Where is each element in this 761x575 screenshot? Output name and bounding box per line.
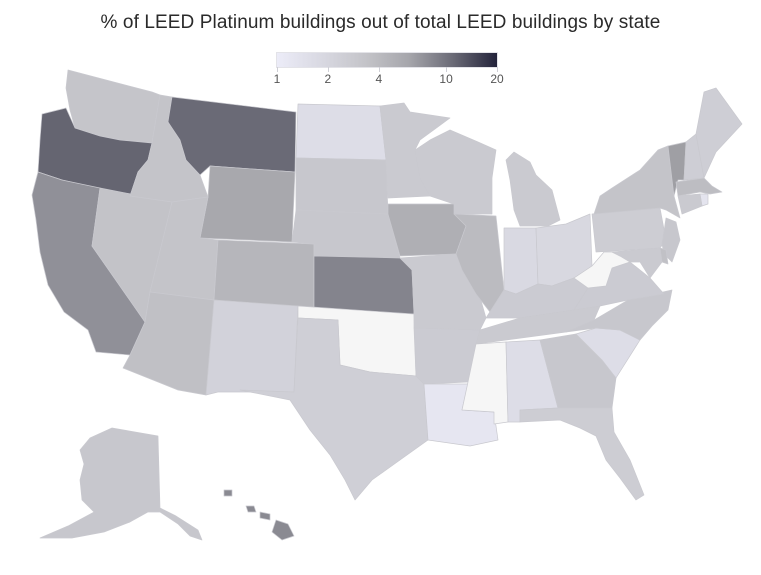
state-florida[interactable]: Florida: 2.6% xyxy=(519,407,645,501)
state-connecticut[interactable]: Connecticut: 2.8% xyxy=(677,193,703,215)
state-michigan[interactable]: Michigan: 2.8% xyxy=(505,151,561,227)
state-maryland[interactable]: Maryland: 2.8% xyxy=(611,247,663,279)
state-massachusetts[interactable]: Massachusetts: 3.8% xyxy=(675,177,723,197)
colorbar-tick-label: 20 xyxy=(490,72,504,86)
state-wisconsin[interactable]: Wisconsin: 2.8% xyxy=(414,129,497,215)
colorbar-tick xyxy=(497,67,498,72)
colorbar-tick xyxy=(378,67,380,72)
state-new-york[interactable]: New York: 3.3% xyxy=(593,145,681,219)
state-colorado[interactable]: Colorado: 4.4% xyxy=(213,239,315,309)
state-hawaii-maui[interactable]: Hawaii (Maui): 8% xyxy=(259,511,271,521)
state-hawaii[interactable]: Hawaii: 8% xyxy=(271,519,295,541)
colorbar-tick-label: 1 xyxy=(273,72,281,86)
state-north-dakota[interactable]: North Dakota: 1.6% xyxy=(295,103,387,161)
state-indiana[interactable]: Indiana: 1.8% xyxy=(503,227,539,295)
state-vermont[interactable]: Vermont: 6.5% xyxy=(667,141,687,197)
colorbar-tick-label: 10 xyxy=(439,72,453,86)
state-alaska[interactable]: Alaska: 3% xyxy=(39,427,203,541)
colorbar-tick-label: 2 xyxy=(324,72,332,86)
state-hawaii-kauai[interactable]: Hawaii (Kauai): 8% xyxy=(223,489,233,497)
state-west-virginia[interactable]: West Virginia: 0.5% xyxy=(573,251,631,289)
state-pennsylvania[interactable]: Pennsylvania: 2.6% xyxy=(591,207,667,253)
colorbar-tick xyxy=(446,67,448,72)
state-hawaii-oahu-maui[interactable]: Hawaii (Oahu/Maui): 8% xyxy=(245,505,257,513)
colorbar-tick xyxy=(277,67,278,72)
state-north-carolina[interactable]: North Carolina: 3% xyxy=(565,289,673,341)
state-south-dakota[interactable]: South Dakota: 3% xyxy=(295,157,389,215)
chart-title: % of LEED Platinum buildings out of tota… xyxy=(100,12,661,33)
colorbar-gradient xyxy=(276,52,498,68)
state-tennessee[interactable]: Tennessee: 2.8% xyxy=(475,305,601,345)
state-maine[interactable]: Maine: 2.5% xyxy=(695,87,743,179)
colorbar-tick-label: 4 xyxy=(375,72,383,86)
state-texas[interactable]: Texas: 2.4% xyxy=(239,317,429,501)
state-wyoming[interactable]: Wyoming: 5.8% xyxy=(199,165,296,243)
state-montana[interactable]: Montana: 11% xyxy=(167,96,297,176)
colorbar-legend: 1 2 4 10 20 xyxy=(273,52,504,92)
state-illinois[interactable]: Illinois: 4% xyxy=(453,213,505,313)
state-kansas[interactable]: Kansas: 8.5% xyxy=(313,255,415,315)
state-new-mexico[interactable]: New Mexico: 2.2% xyxy=(205,299,299,396)
colorbar-tick xyxy=(327,67,329,72)
state-new-jersey[interactable]: New Jersey: 3% xyxy=(661,217,681,263)
